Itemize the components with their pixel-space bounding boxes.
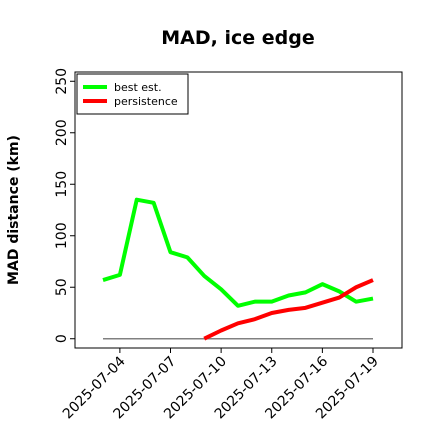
legend-label: persistence [114,95,178,108]
y-tick-label: 0 [54,334,70,343]
y-tick-label: 100 [54,222,70,249]
legend-box [76,73,189,115]
y-tick-label: 200 [54,119,70,146]
legend-label: best est. [114,81,162,94]
chart-title: MAD, ice edge [161,27,314,49]
y-tick-label: 150 [54,171,70,198]
y-axis-label: MAD distance (km) [6,135,22,285]
y-tick-label: 50 [54,278,70,296]
line [102,197,374,308]
y-tick-label: 250 [54,68,70,95]
line [203,278,374,341]
plot-frame [74,71,403,349]
